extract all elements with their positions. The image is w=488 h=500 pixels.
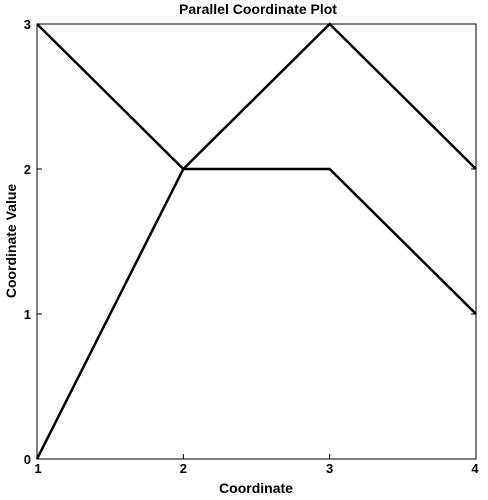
x-tick-label: 1: [34, 461, 41, 476]
series-group: [35, 22, 477, 460]
y-tick-label: 3: [24, 17, 31, 32]
series-line-1: [36, 22, 477, 171]
y-tick-label: 0: [24, 452, 31, 467]
plot-frame: [36, 23, 477, 460]
x-axis-label: Coordinate: [219, 480, 293, 496]
y-axis-label: Coordinate Value: [3, 184, 19, 299]
y-axis: 0 1 2 3: [24, 17, 476, 467]
y-tick-label: 2: [24, 162, 31, 177]
x-tick-label: 3: [326, 461, 333, 476]
chart-title: Parallel Coordinate Plot: [179, 1, 337, 17]
x-tick-label: 2: [180, 461, 187, 476]
series-line-2: [35, 167, 477, 460]
x-axis: 1 2 3 4: [34, 454, 479, 476]
y-tick-label: 1: [24, 307, 31, 322]
x-tick-label: 4: [471, 461, 479, 476]
